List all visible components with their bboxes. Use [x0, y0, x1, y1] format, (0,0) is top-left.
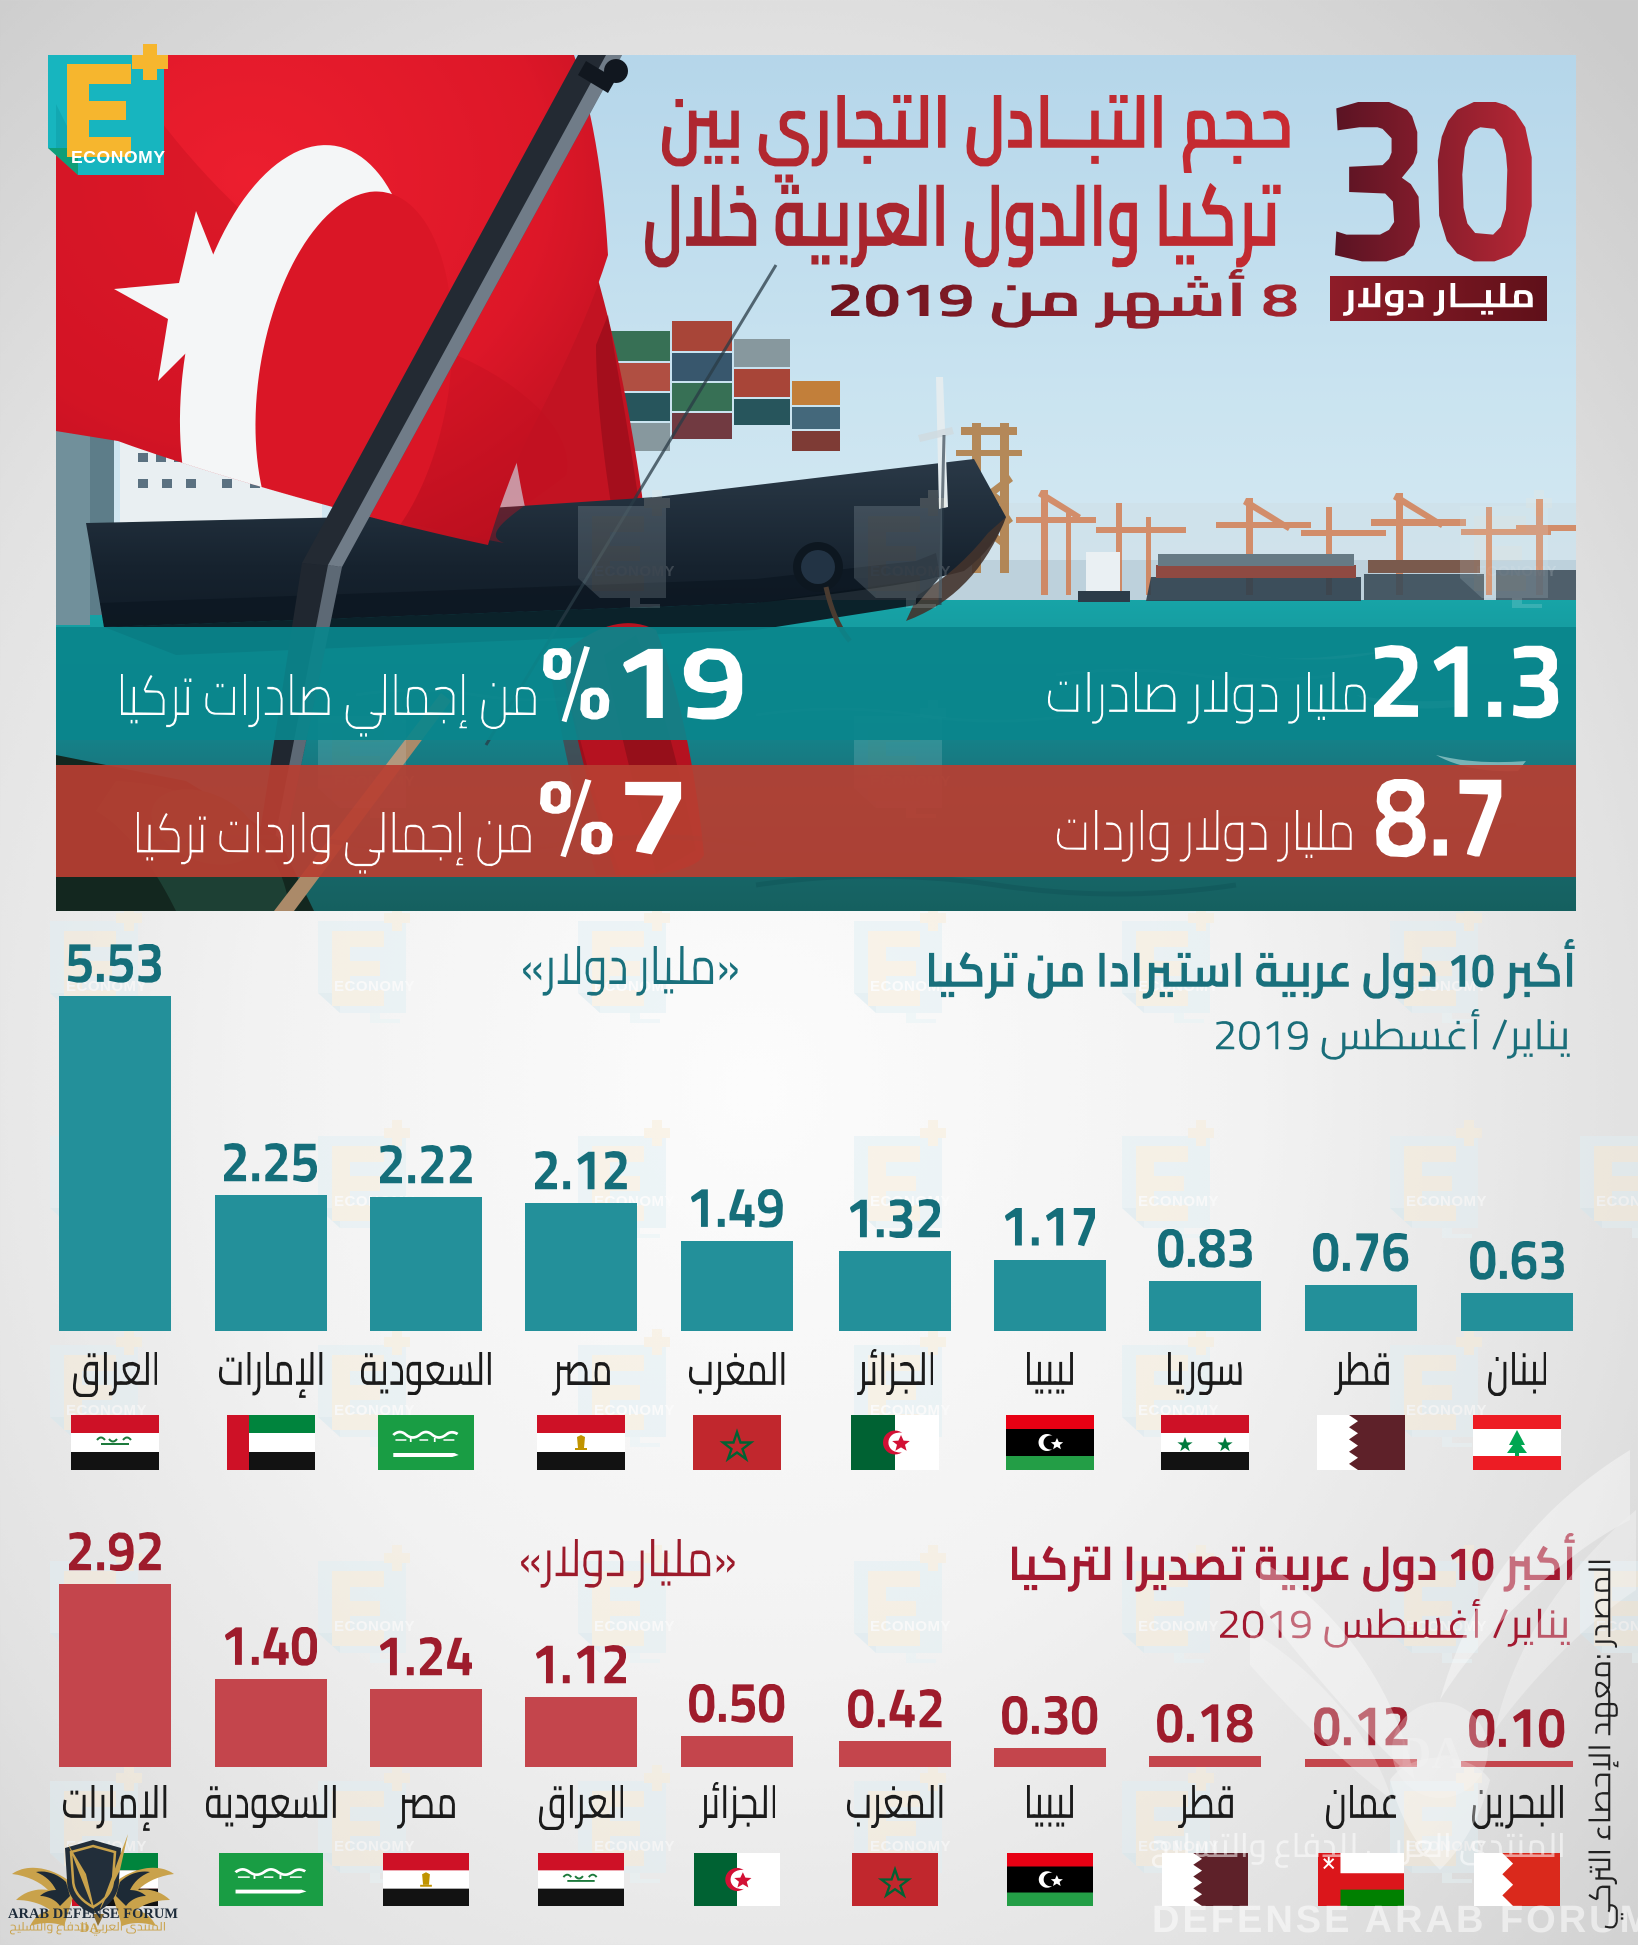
svg-text:ECONOMY: ECONOMY: [1406, 1402, 1486, 1419]
svg-text:ECONOMY: ECONOMY: [594, 1402, 674, 1419]
svg-text:DA: DA: [1398, 1727, 1464, 1778]
svg-text:ECONOMY: ECONOMY: [1596, 1193, 1638, 1210]
svg-text:ECONOMY: ECONOMY: [334, 1402, 414, 1419]
svg-text:ECONOMY: ECONOMY: [594, 1838, 674, 1855]
svg-text:ECONOMY: ECONOMY: [1138, 1618, 1218, 1635]
svg-text:ECONOMY: ECONOMY: [1138, 1402, 1218, 1419]
svg-text:ECONOMY: ECONOMY: [870, 1402, 950, 1419]
svg-text:ECONOMY: ECONOMY: [870, 1838, 950, 1855]
svg-text:ECONOMY: ECONOMY: [1596, 1618, 1638, 1635]
svg-text:ECONOMY: ECONOMY: [870, 1618, 950, 1635]
svg-text:ECONOMY: ECONOMY: [870, 563, 950, 580]
svg-text:ECONOMY: ECONOMY: [66, 1402, 146, 1419]
svg-text:ECONOMY: ECONOMY: [1406, 1193, 1486, 1210]
svg-text:ECONOMY: ECONOMY: [1476, 563, 1556, 580]
svg-text:ECONOMY: ECONOMY: [334, 1618, 414, 1635]
svg-text:ECONOMY: ECONOMY: [334, 978, 414, 995]
svg-text:ECONOMY: ECONOMY: [594, 1618, 674, 1635]
svg-text:ECONOMY: ECONOMY: [66, 978, 146, 995]
svg-text:ECONOMY: ECONOMY: [334, 1838, 414, 1855]
svg-text:ECONOMY: ECONOMY: [1138, 1193, 1218, 1210]
svg-text:DA: DA: [80, 1920, 99, 1935]
svg-text:ECONOMY: ECONOMY: [71, 147, 166, 167]
svg-text:ECONOMY: ECONOMY: [594, 563, 674, 580]
